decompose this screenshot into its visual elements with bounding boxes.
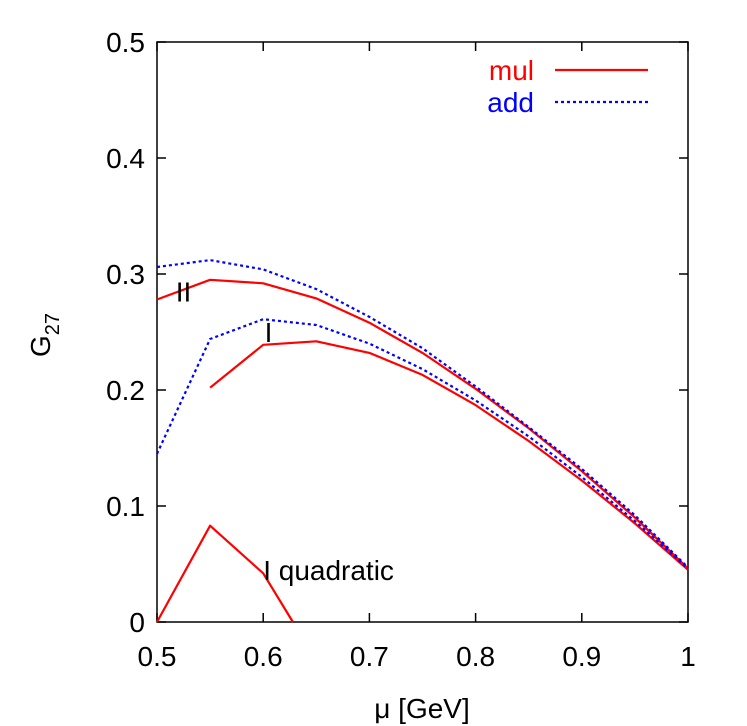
axes-frame [156,41,689,623]
x-tick-label: 0.5 [138,641,177,672]
series-line-mul-ii [156,278,689,570]
plot-frame [156,41,689,623]
series-line-add-i [156,318,689,570]
axis-ticks: 0.5 0.6 0.7 0.8 0.9 1 0 0.1 0.2 0.3 0.4 0.5 [106,27,696,672]
y-tick-label: 0 [129,607,145,638]
series-layer [156,259,689,623]
y-axis-label-sub: 27 [42,313,64,335]
series-line-add-ii [156,259,689,569]
legend-label-mul: mul [489,55,534,86]
x-tick-label: 0.8 [456,641,495,672]
y-axis-label: G27 [25,313,64,357]
y-tick-label: 0.3 [106,259,145,290]
series-line-mul-i [209,340,689,571]
x-tick-label: 0.7 [350,641,389,672]
y-tick-label: 0.5 [106,27,145,58]
legend-label-add: add [487,87,534,118]
x-tick-label: 0.6 [244,641,283,672]
x-tick-label: 0.9 [562,641,601,672]
y-tick-label: 0.1 [106,491,145,522]
y-tick-label: 0.2 [106,375,145,406]
x-tick-label: 1 [680,641,696,672]
annotation-label: II [176,276,192,307]
y-tick-label: 0.4 [106,143,145,174]
annotation-label: I quadratic [263,555,394,586]
annotation-label: I [265,317,273,348]
series-line-mul-i-quadratic [156,524,294,623]
y-axis-label-main: G [25,335,56,357]
x-axis-label: μ [GeV] [374,693,470,724]
